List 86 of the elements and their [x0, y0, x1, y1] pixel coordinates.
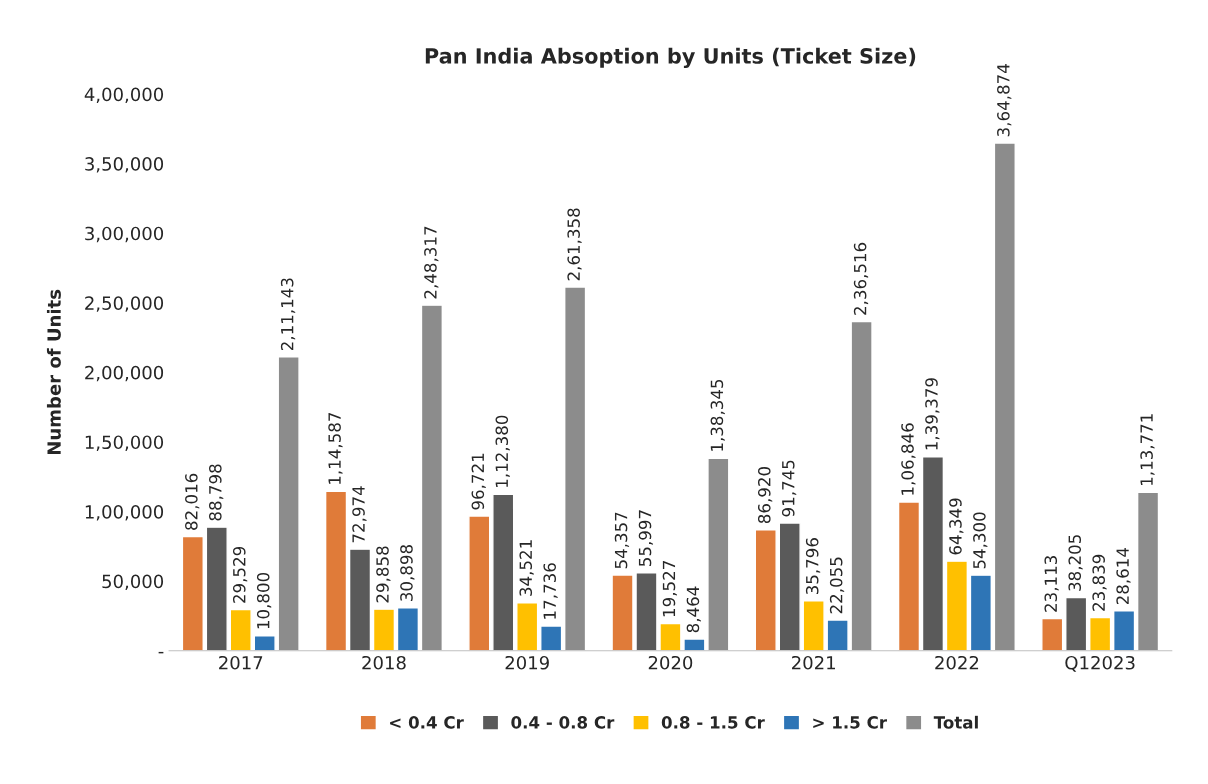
data-label: 10,800: [256, 572, 272, 629]
y-tick-label: 1,50,000: [85, 435, 164, 451]
bar: [778, 522, 801, 651]
bar: [229, 608, 252, 651]
y-tick-label: -: [158, 651, 164, 654]
bar: [945, 560, 969, 651]
data-label: 35,796: [805, 538, 821, 595]
bar: [181, 535, 204, 651]
data-label: 2,61,358: [567, 208, 582, 281]
data-label: 3,64,874: [997, 64, 1012, 137]
y-tick-label: 1,00,000: [85, 505, 164, 521]
data-label: 17,736: [543, 563, 558, 619]
bar: [468, 515, 491, 651]
x-tick-label: 2021: [792, 655, 835, 670]
y-tick-label: 4,00,000: [84, 87, 164, 104]
data-label: 29,529: [232, 546, 248, 603]
legend-label: 0.8 - 1.5 Cr: [661, 716, 765, 729]
data-label: 64,349: [949, 498, 964, 555]
data-label: 96,721: [471, 453, 486, 510]
x-tick-label: 2017: [219, 655, 263, 670]
bar: [564, 286, 587, 651]
bar: [277, 356, 300, 651]
bar: [253, 634, 276, 651]
data-label: 28,614: [1116, 547, 1131, 605]
bar: [802, 600, 825, 651]
legend-label: Total: [933, 715, 978, 729]
data-label: 8,464: [686, 586, 701, 633]
y-tick-label: 2,50,000: [85, 296, 164, 312]
data-label: 55,997: [638, 510, 654, 566]
bar: [1136, 491, 1160, 651]
bar: [324, 490, 348, 651]
data-label: 23,839: [1092, 554, 1107, 611]
data-label: 34,521: [519, 540, 534, 596]
legend-label: > 1.5 Cr: [813, 716, 887, 729]
bar: [1089, 616, 1112, 651]
bar: [921, 456, 945, 651]
data-label: 1,39,379: [925, 378, 940, 450]
bar: [516, 601, 539, 651]
data-label: 54,357: [614, 512, 630, 569]
legend-label: < 0.4 Cr: [390, 716, 464, 729]
data-label: 22,055: [829, 557, 845, 614]
y-tick-label: 3,00,000: [85, 226, 164, 243]
data-label: 1,12,380: [495, 415, 510, 487]
data-label: 1,38,345: [710, 379, 725, 451]
x-tick-label: 2022: [935, 655, 979, 670]
bar: [1065, 596, 1088, 651]
data-label: 23,113: [1044, 556, 1059, 612]
data-label: 1,06,846: [901, 423, 916, 495]
data-label: 2,11,143: [280, 278, 296, 351]
bar: [205, 526, 228, 651]
x-tick-label: 2020: [648, 655, 693, 670]
data-label: 38,205: [1068, 535, 1083, 591]
bar: [754, 529, 777, 651]
data-label: 86,920: [757, 467, 773, 524]
data-label: 82,016: [185, 473, 200, 530]
data-label: 54,300: [973, 512, 988, 569]
legend-label: 0.4 - 0.8 Cr: [511, 716, 615, 729]
x-tick-label: Q12023: [1065, 655, 1135, 672]
data-label: 29,858: [376, 546, 391, 603]
y-tick-label: 3,50,000: [85, 157, 164, 173]
bar: [492, 493, 515, 651]
data-label: 19,527: [662, 561, 677, 617]
y-axis-title: Number of Units: [46, 289, 61, 455]
data-label: 1,14,587: [328, 412, 343, 484]
data-label: 30,898: [400, 544, 415, 601]
bar: [420, 304, 444, 651]
x-tick-label: 2018: [362, 655, 406, 670]
data-label: 2,36,516: [853, 242, 869, 315]
y-tick-label: 2,00,000: [85, 365, 164, 382]
x-tick-label: 2019: [505, 655, 549, 670]
data-label: 91,745: [781, 460, 797, 517]
data-label: 2,48,317: [424, 226, 439, 299]
bar: [969, 574, 992, 651]
data-label: 1,13,771: [1140, 414, 1155, 486]
y-tick-label: 50,000: [102, 574, 164, 591]
bar: [897, 501, 921, 651]
bar: [396, 607, 420, 651]
bar: [1112, 610, 1136, 651]
bar: [372, 608, 396, 651]
bar: [1041, 617, 1064, 651]
data-label: 72,974: [352, 486, 367, 543]
bar: [993, 142, 1016, 651]
data-label: 88,798: [209, 464, 224, 521]
bar: [540, 625, 563, 651]
bar: [348, 548, 372, 651]
chart-title: Pan India Absoption by Units (Ticket Size): [425, 47, 916, 69]
